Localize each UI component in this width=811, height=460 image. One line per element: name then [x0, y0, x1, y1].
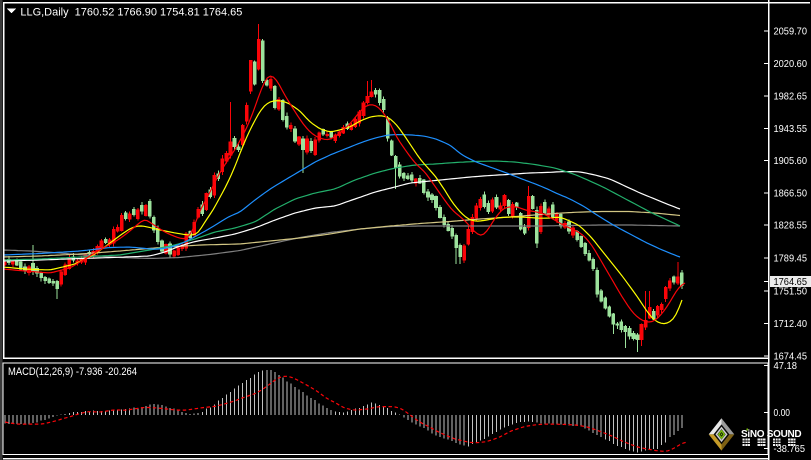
svg-text:1789.45: 1789.45 [774, 253, 808, 265]
svg-text:1712.40: 1712.40 [774, 318, 808, 330]
svg-text:0.00: 0.00 [774, 407, 791, 419]
svg-text:47.18: 47.18 [774, 360, 798, 372]
svg-text:1905.60: 1905.60 [774, 155, 808, 167]
svg-text:1828.55: 1828.55 [774, 220, 808, 232]
svg-text:2059.70: 2059.70 [774, 26, 808, 38]
svg-text:1751.50: 1751.50 [774, 286, 808, 298]
svg-text:MACD(12,26,9) -7.936 -20.264: MACD(12,26,9) -7.936 -20.264 [8, 366, 137, 378]
svg-text:-38.765: -38.765 [774, 443, 806, 455]
svg-text:SiNO SOUND: SiNO SOUND [741, 429, 801, 440]
svg-text:LLG,Daily 1760.52 1766.90 175: LLG,Daily 1760.52 1766.90 1754.81 1764.6… [20, 6, 242, 18]
svg-text:1943.55: 1943.55 [774, 123, 808, 135]
svg-text:1866.50: 1866.50 [774, 188, 808, 200]
svg-text:2020.60: 2020.60 [774, 58, 808, 70]
svg-text:1674.45: 1674.45 [774, 351, 808, 363]
svg-text:1764.65: 1764.65 [774, 276, 808, 288]
svg-text:1982.65: 1982.65 [774, 91, 808, 103]
